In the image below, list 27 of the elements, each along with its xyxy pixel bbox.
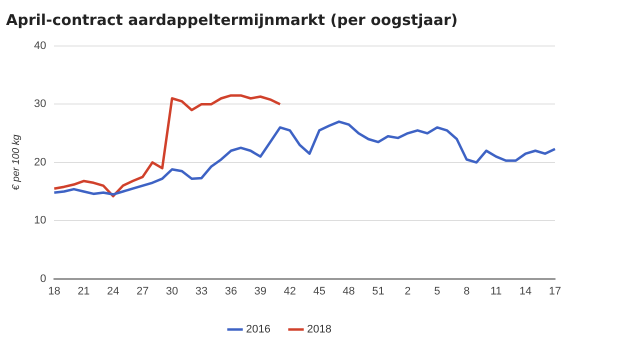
x-tick-label: 45 [313, 285, 326, 298]
x-tick-label: 42 [284, 285, 296, 298]
x-tick-label: 18 [48, 285, 60, 298]
chart-title: April-contract aardappeltermijnmarkt (per oogstjaar) [6, 10, 458, 29]
legend-label: 2018 [307, 324, 332, 336]
y-axis-title: € per 100 kg [10, 134, 22, 190]
x-tick-label: 39 [254, 285, 267, 298]
x-tick-label: 8 [464, 285, 470, 298]
x-tick-label: 11 [490, 285, 502, 298]
x-tick-label: 36 [224, 285, 238, 298]
x-tick-label: 17 [548, 285, 562, 298]
y-tick-label: 10 [34, 214, 46, 227]
x-tick-label: 48 [342, 285, 355, 298]
x-tick-label: 30 [166, 285, 178, 298]
x-tick-label: 2 [404, 285, 411, 298]
x-tick-label: 27 [136, 285, 149, 298]
x-tick-label: 51 [372, 285, 384, 298]
y-tick-label: 20 [34, 156, 46, 168]
x-tick-label: 24 [107, 285, 120, 298]
x-tick-label: 14 [519, 285, 532, 298]
y-tick-label: 0 [40, 272, 46, 285]
x-tick-label: 33 [195, 285, 208, 298]
x-tick-label: 5 [434, 285, 440, 298]
y-tick-label: 30 [34, 98, 46, 110]
legend-label: 2016 [246, 324, 271, 336]
x-tick-label: 21 [78, 285, 90, 298]
y-tick-label: 40 [34, 40, 46, 52]
